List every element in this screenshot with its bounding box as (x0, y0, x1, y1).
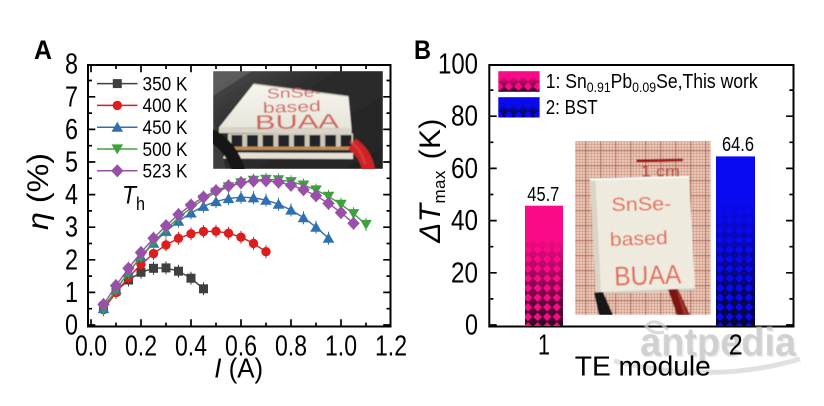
svg-text:6: 6 (65, 114, 78, 146)
svg-text:0: 0 (65, 310, 78, 342)
svg-text:2: BST: 2: BST (546, 97, 598, 119)
svg-text:0.4: 0.4 (175, 331, 207, 363)
svg-text:2: 2 (65, 244, 78, 276)
svg-text:350 K: 350 K (143, 74, 188, 95)
svg-text:h: h (136, 194, 145, 214)
svg-text:0: 0 (465, 310, 478, 342)
svg-text:1: 1 (538, 330, 550, 362)
svg-text:SnSe-: SnSe- (611, 194, 671, 216)
svg-text:0.0: 0.0 (75, 331, 107, 363)
svg-text:20: 20 (451, 257, 478, 289)
svg-text:based: based (263, 98, 322, 117)
svg-text:BUAA: BUAA (255, 111, 340, 134)
svg-text:T: T (122, 182, 138, 210)
svg-text:1.0: 1.0 (325, 331, 357, 363)
svg-text:523 K: 523 K (143, 162, 188, 183)
svg-text:I (A): I (A) (214, 353, 263, 384)
svg-text:8: 8 (65, 49, 78, 81)
svg-text:ΔTmax (K): ΔTmax (K) (414, 118, 449, 244)
svg-text:0.2: 0.2 (125, 331, 157, 363)
svg-text:450 K: 450 K (143, 118, 188, 139)
svg-text:4: 4 (65, 179, 78, 211)
svg-text:0.8: 0.8 (275, 331, 307, 363)
svg-text:SnSe-: SnSe- (267, 84, 322, 102)
svg-text:based: based (609, 228, 668, 251)
svg-text:2: 2 (729, 330, 743, 362)
svg-text:40: 40 (451, 205, 478, 237)
svg-text:1.2: 1.2 (375, 331, 407, 363)
svg-text:1 cm: 1 cm (641, 164, 680, 181)
svg-text:60: 60 (451, 153, 478, 185)
svg-text:3: 3 (65, 212, 78, 244)
svg-text:5: 5 (65, 147, 78, 179)
svg-text:TE module: TE module (575, 351, 711, 382)
svg-text:0.6: 0.6 (225, 331, 257, 363)
svg-text:64.6: 64.6 (722, 134, 754, 156)
svg-text:400 K: 400 K (143, 96, 188, 117)
svg-text:η (%): η (%) (22, 153, 55, 230)
svg-text:500 K: 500 K (143, 140, 188, 161)
svg-text:BUAA: BUAA (614, 259, 682, 291)
svg-text:80: 80 (451, 101, 478, 133)
svg-text:A: A (34, 35, 52, 65)
svg-text:B: B (414, 35, 431, 65)
svg-text:45.7: 45.7 (527, 184, 559, 206)
svg-text:100: 100 (438, 49, 478, 81)
svg-text:1: 1 (65, 277, 78, 309)
svg-text:7: 7 (65, 81, 78, 113)
